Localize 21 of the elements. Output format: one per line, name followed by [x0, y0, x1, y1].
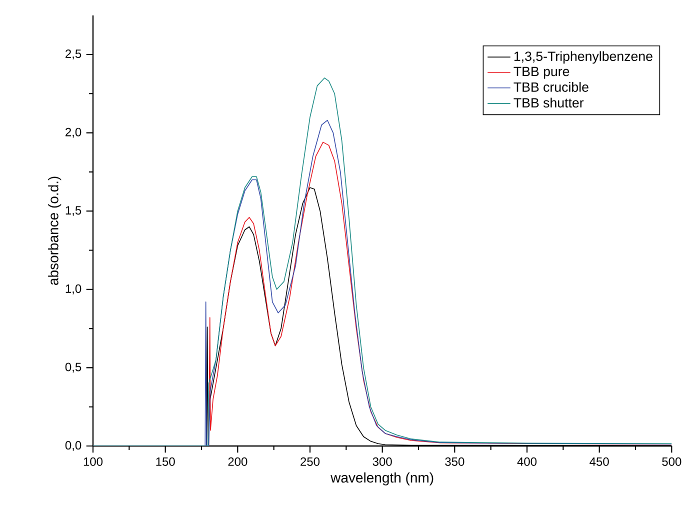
- legend-label: TBB pure: [514, 66, 570, 79]
- y-tick-label: 1,0: [66, 284, 82, 294]
- y-axis-title: absorbance (o.d.): [48, 176, 62, 285]
- x-tick-label: 400: [517, 457, 537, 466]
- x-tick-label: 150: [156, 457, 175, 466]
- x-tick-label: 200: [228, 457, 248, 466]
- y-tick-label: 1,5: [66, 206, 82, 216]
- x-tick-label: 100: [84, 457, 103, 466]
- x-axis-title: wavelength (nm): [330, 472, 434, 486]
- x-tick-label: 250: [300, 457, 320, 466]
- legend-label: TBB crucible: [514, 82, 588, 92]
- y-tick-label: 2,5: [66, 50, 82, 60]
- legend-label: TBB shutter: [514, 98, 584, 108]
- x-tick-label: 450: [590, 457, 609, 466]
- x-tick-label: 500: [662, 457, 682, 466]
- x-tick-label: 300: [372, 457, 392, 466]
- y-tick-label: 2,0: [66, 128, 82, 138]
- x-tick-label: 350: [445, 457, 464, 466]
- legend-label: 1,3,5-Triphenylbenzene: [514, 51, 652, 64]
- y-tick-label: 0,5: [65, 362, 82, 373]
- y-tick-label: 0,0: [65, 441, 82, 451]
